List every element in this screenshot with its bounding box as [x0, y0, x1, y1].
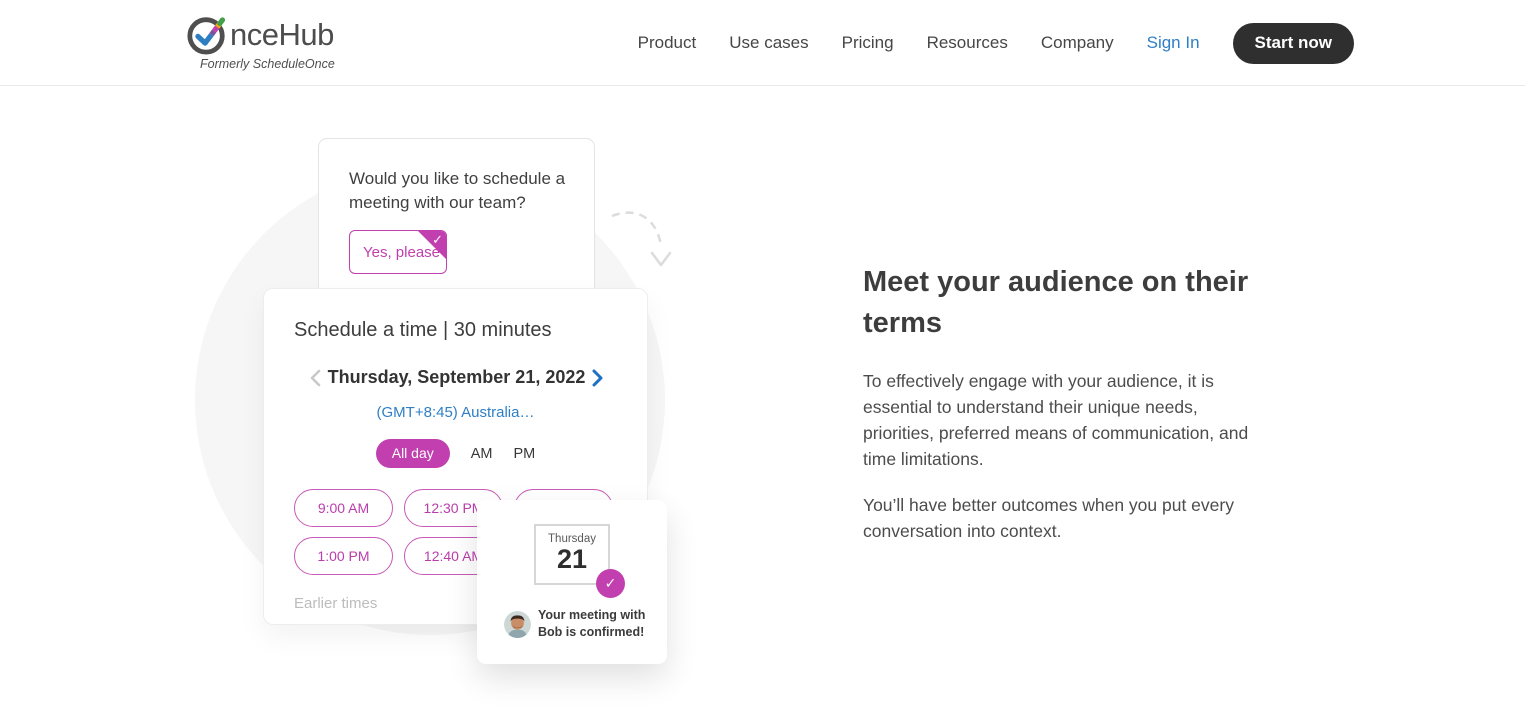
header: nceHub Formerly ScheduleOnce Product Use…	[0, 0, 1525, 86]
sign-in-link[interactable]: Sign In	[1146, 33, 1200, 52]
confirmation-message: Your meeting with Bob is confirmed!	[538, 607, 645, 641]
selected-date: Thursday, September 21, 2022	[327, 367, 586, 387]
calendar-day-name: Thursday	[548, 533, 596, 545]
earlier-times-link[interactable]: Earlier times	[294, 595, 378, 612]
page-title: Meet your audience on their terms	[863, 266, 1249, 339]
main-nav: Product Use cases Pricing Resources Comp…	[638, 0, 1354, 86]
schedule-title: Schedule a time | 30 minutes	[294, 319, 552, 341]
time-filter-row: All day AM PM	[294, 439, 617, 468]
confirmation-message-row: Your meeting with Bob is confirmed!	[477, 607, 667, 641]
hero-paragraph-1: To effectively engage with your audience…	[863, 371, 1249, 469]
nav-item-company[interactable]: Company	[1040, 33, 1114, 52]
confirmation-line-1: Your meeting with	[538, 608, 646, 622]
start-now-button[interactable]: Start now	[1232, 22, 1354, 64]
timezone-link[interactable]: (GMT+8:45) Australia…	[376, 404, 535, 421]
confirmed-check-icon: ✓	[596, 569, 625, 598]
chat-question-text: Would you like to schedule a meeting wit…	[349, 169, 566, 212]
chat-question-card: Would you like to schedule a meeting wit…	[318, 138, 595, 313]
time-slot-button[interactable]: 1:00 PM	[294, 537, 393, 575]
confirmation-line-2: Bob is confirmed!	[538, 625, 645, 639]
nav-item-resources[interactable]: Resources	[926, 33, 1008, 52]
calendar-date-tile: Thursday 21 ✓	[534, 524, 625, 598]
oncehub-logo[interactable]: nceHub Formerly ScheduleOnce	[186, 13, 335, 71]
selected-corner-fold	[417, 231, 446, 260]
corner-check-icon: ✓	[432, 232, 443, 247]
date-navigation: Thursday, September 21, 2022	[294, 367, 617, 388]
hero-paragraph-2: You’ll have better outcomes when you put…	[863, 495, 1234, 541]
calendar-day-number: 21	[556, 544, 588, 574]
time-slot-button[interactable]: 9:00 AM	[294, 489, 393, 527]
nav-item-pricing[interactable]: Pricing	[841, 33, 894, 52]
nav-item-use-cases[interactable]: Use cases	[729, 33, 809, 52]
nav-item-product[interactable]: Product	[637, 33, 697, 52]
hero-section: Would you like to schedule a meeting wit…	[0, 87, 1525, 722]
timezone-row: (GMT+8:45) Australia…	[294, 404, 617, 422]
filter-am[interactable]: AM	[470, 445, 493, 462]
logo-check-icon	[187, 17, 226, 55]
logo-tagline: Formerly ScheduleOnce	[200, 57, 335, 71]
curved-arrow-icon	[611, 211, 672, 267]
filter-all-day[interactable]: All day	[375, 439, 450, 468]
yes-please-button[interactable]: Yes, please ✓	[349, 230, 447, 274]
filter-pm[interactable]: PM	[513, 445, 536, 462]
next-day-icon[interactable]	[590, 369, 605, 387]
hero-copy: Meet your audience on their terms To eff…	[863, 262, 1268, 544]
previous-day-icon[interactable]	[308, 369, 323, 387]
avatar	[504, 610, 531, 638]
logo-wordmark: nceHub	[230, 16, 334, 52]
confirmation-card: Thursday 21 ✓ Your meeting with Bob is c…	[477, 500, 667, 664]
